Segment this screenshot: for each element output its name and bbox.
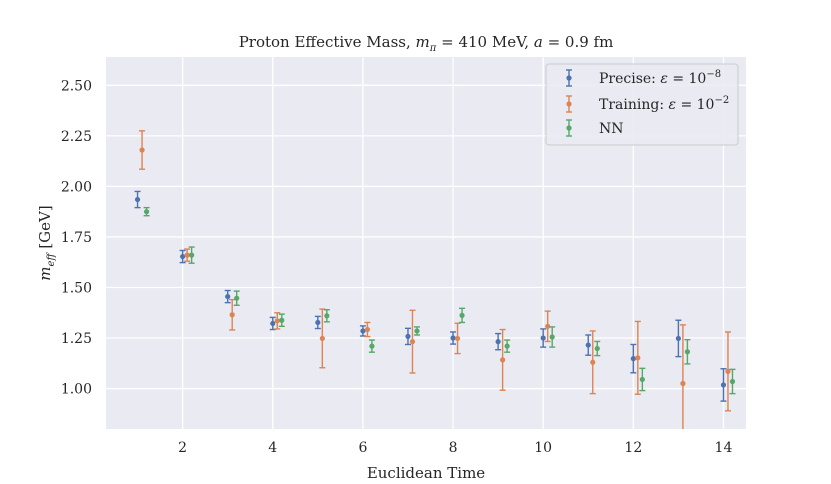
series-precise — [134, 190, 727, 402]
nn-point — [549, 334, 555, 340]
legend-marker-nn — [566, 119, 572, 137]
x-axis-label: Euclidean Time — [367, 464, 485, 482]
legend-label-nn: NN — [599, 121, 624, 137]
training-point — [500, 357, 506, 363]
y-tick-label: 1.25 — [61, 331, 92, 347]
nn-point — [684, 349, 691, 355]
y-axis-label: meff [GeV] — [36, 205, 57, 280]
series-nn — [143, 206, 736, 395]
x-tick-label: 10 — [534, 440, 552, 456]
legend-label-precise: Precise: ε = 10−8 — [599, 69, 721, 87]
training-point — [545, 323, 551, 329]
y-tick-label: 1.75 — [61, 230, 92, 246]
x-tick-labels: 2 4 6 8 10 12 14 — [178, 440, 732, 456]
precise-point — [540, 335, 546, 341]
y-tick-label: 1.00 — [61, 382, 92, 398]
legend-nn-point — [566, 125, 572, 131]
precise-point — [450, 335, 456, 341]
legend: Precise: ε = 10−8 Training: ε = 10−2 NN — [545, 63, 739, 146]
precise-point — [180, 253, 186, 260]
legend-box — [545, 63, 739, 146]
training-point — [139, 147, 145, 153]
x-tick-label: 14 — [715, 440, 733, 456]
legend-entry-precise: Precise: ε = 10−8 — [566, 69, 721, 87]
training-point — [680, 380, 686, 387]
nn-point — [143, 209, 150, 215]
nn-point — [729, 378, 736, 385]
nn-point — [639, 376, 645, 383]
training-point — [454, 335, 461, 342]
data-series — [134, 130, 736, 429]
y-tick-label: 2.50 — [61, 78, 92, 94]
legend-precise-point — [566, 75, 572, 81]
nn-point — [369, 343, 375, 349]
precise-point — [270, 320, 276, 327]
nn-point — [504, 343, 510, 349]
y-tick-label: 2.25 — [61, 129, 92, 145]
training-point — [274, 318, 280, 324]
grid-lines — [106, 57, 746, 429]
nn-point — [594, 345, 600, 352]
nn-point — [324, 313, 330, 319]
precise-point — [585, 342, 591, 348]
training-point — [229, 312, 235, 318]
training-point — [590, 359, 596, 365]
precise-point — [630, 356, 636, 362]
precise-point — [495, 339, 501, 345]
x-tick-label: 12 — [624, 440, 642, 456]
y-tick-labels: 1.00 1.25 1.50 1.75 2.00 2.25 2.50 — [61, 78, 92, 397]
legend-entry-training: Training: ε = 10−2 — [566, 95, 729, 113]
precise-point — [720, 382, 727, 388]
x-tick-label: 6 — [358, 440, 367, 456]
legend-marker-precise — [566, 69, 572, 87]
training-point — [725, 368, 731, 374]
training-point — [319, 335, 325, 342]
series-training — [139, 130, 731, 429]
nn-point — [459, 312, 465, 318]
y-tick-label: 2.00 — [61, 179, 92, 195]
training-point — [635, 355, 641, 361]
training-point — [364, 326, 371, 333]
x-tick-label: 4 — [268, 440, 277, 456]
y-tick-label: 1.50 — [61, 280, 92, 296]
legend-entry-nn: NN — [566, 119, 624, 137]
nn-point — [189, 252, 195, 258]
precise-point — [134, 196, 141, 203]
precise-point — [315, 319, 321, 326]
nn-point — [414, 328, 420, 334]
precise-point — [360, 328, 366, 334]
training-point — [184, 252, 190, 258]
x-tick-label: 8 — [449, 440, 458, 456]
nn-point — [279, 317, 285, 323]
legend-label-training: Training: ε = 10−2 — [599, 95, 729, 113]
chart-title: Proton Effective Mass, mπ = 410 MeV, a =… — [239, 33, 614, 54]
nn-point — [234, 295, 240, 301]
precise-point — [405, 333, 411, 340]
x-tick-label: 2 — [178, 440, 187, 456]
precise-point — [225, 293, 231, 300]
training-point — [409, 339, 416, 345]
legend-marker-training — [566, 95, 572, 113]
precise-point — [675, 335, 681, 342]
legend-training-point — [566, 101, 572, 107]
